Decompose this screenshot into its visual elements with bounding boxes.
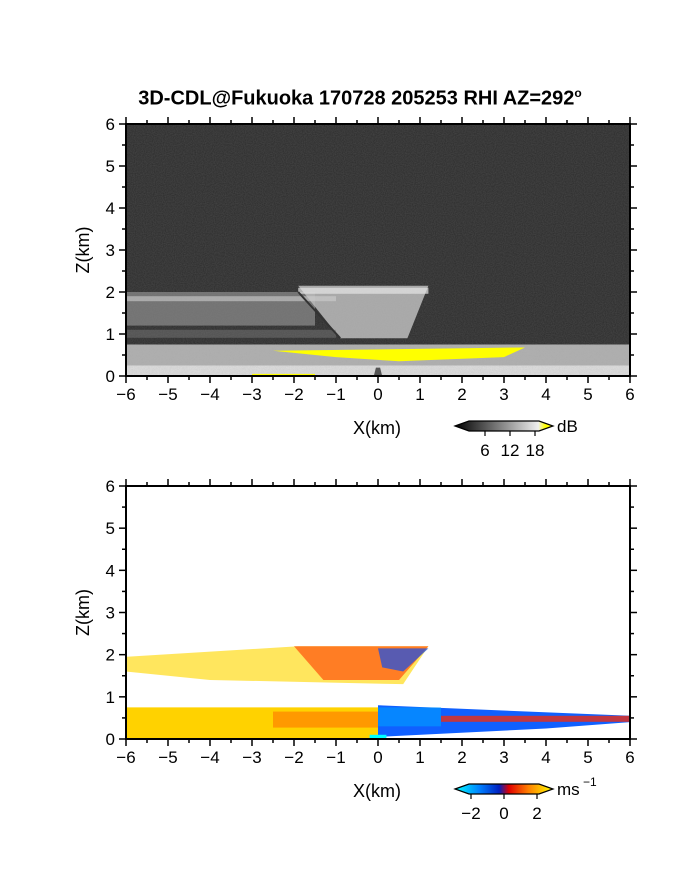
colorbar-tick-label: −2	[461, 804, 480, 823]
y-tick-label: 1	[106, 688, 115, 707]
x-tick-label: −6	[116, 385, 135, 404]
x-tick-label: 3	[499, 385, 508, 404]
colorbar-tick-label: 12	[501, 441, 520, 460]
y-tick-label: 4	[106, 199, 115, 218]
colorbar-tick-label: 0	[499, 804, 508, 823]
chart-title: 3D-CDL@Fukuoka 170728 205253 RHI AZ=292o	[0, 86, 680, 111]
colorbar-tick-label: 6	[480, 441, 489, 460]
y-axis-label: Z(km)	[73, 227, 93, 274]
shadow-line	[297, 291, 341, 339]
x-tick-label: −3	[242, 748, 261, 767]
layer-stripe-lower	[126, 329, 336, 338]
x-tick-label: −1	[326, 748, 345, 767]
low-layer-east-streak	[441, 715, 630, 722]
colorbar-tick-label: 2	[532, 804, 541, 823]
x-tick-label: −4	[200, 748, 219, 767]
x-tick-label: 1	[415, 748, 424, 767]
y-tick-label: 2	[106, 646, 115, 665]
upper-layer-blue	[378, 648, 429, 672]
x-axis-label: X(km)	[353, 781, 401, 801]
chart-title-text: 3D-CDL@Fukuoka 170728 205253 RHI AZ=292	[138, 87, 575, 110]
x-tick-label: 6	[625, 385, 634, 404]
x-tick-label: −3	[242, 385, 261, 404]
x-tick-label: −5	[158, 748, 177, 767]
x-axis-label: X(km)	[353, 418, 401, 438]
high-intensity-band	[273, 347, 525, 362]
degree-mark: o	[574, 86, 582, 100]
velocity-panel: −6 −5 −4 −3 −2 −1 0 1 2 3 4 5 6 0 1 2 3 4 5 6 X(km) Z(km) −2 0 2…	[73, 477, 637, 823]
x-tick-label: 4	[541, 385, 550, 404]
x-tick-label: 5	[583, 748, 592, 767]
x-tick-label: −1	[326, 385, 345, 404]
x-tick-label: 1	[415, 385, 424, 404]
x-tick-label: −2	[284, 748, 303, 767]
x-tick-label: −2	[284, 385, 303, 404]
lidar-site-marker	[373, 367, 383, 376]
y-tick-label: 3	[106, 241, 115, 260]
x-tick-label: 2	[457, 748, 466, 767]
y-tick-label: 1	[106, 325, 115, 344]
y-tick-label: 4	[106, 561, 115, 580]
y-tick-label: 0	[106, 730, 115, 749]
layer-stripe	[126, 296, 336, 302]
plot-background	[126, 486, 630, 739]
low-layer-west-core	[273, 711, 378, 728]
colorbar-unit-exponent: −1	[583, 775, 597, 789]
surface-cyan	[369, 734, 387, 739]
x-tick-label: 6	[625, 748, 634, 767]
y-tick-label: 5	[106, 157, 115, 176]
colorbar-bar	[453, 420, 555, 432]
plot-area	[126, 486, 630, 739]
colorbar-unit: dB	[557, 417, 578, 436]
x-tick-label: −4	[200, 385, 219, 404]
colorbar-unit: ms	[557, 780, 580, 799]
x-tick-label: 0	[373, 385, 382, 404]
x-tick-label: −6	[116, 748, 135, 767]
y-tick-label: 3	[106, 604, 115, 623]
x-tick-label: 5	[583, 385, 592, 404]
y-tick-label: 2	[106, 283, 115, 302]
plot-area	[126, 124, 630, 377]
colorbar: 6 12 18 dB	[453, 417, 578, 460]
x-tick-label: 0	[373, 748, 382, 767]
x-tick-label: 2	[457, 385, 466, 404]
colorbar-bar	[453, 783, 555, 795]
colorbar-tick-label: 18	[526, 441, 545, 460]
x-tick-label: 4	[541, 748, 550, 767]
x-tick-label: −5	[158, 385, 177, 404]
y-tick-label: 6	[106, 115, 115, 134]
layer-highlight	[298, 287, 429, 294]
y-tick-label: 5	[106, 519, 115, 538]
y-tick-label: 0	[106, 367, 115, 386]
colorbar: −2 0 2 ms −1	[453, 775, 597, 823]
y-axis-label: Z(km)	[73, 589, 93, 636]
x-tick-label: 3	[499, 748, 508, 767]
y-tick-label: 6	[106, 477, 115, 496]
low-layer-east-core	[378, 707, 441, 727]
